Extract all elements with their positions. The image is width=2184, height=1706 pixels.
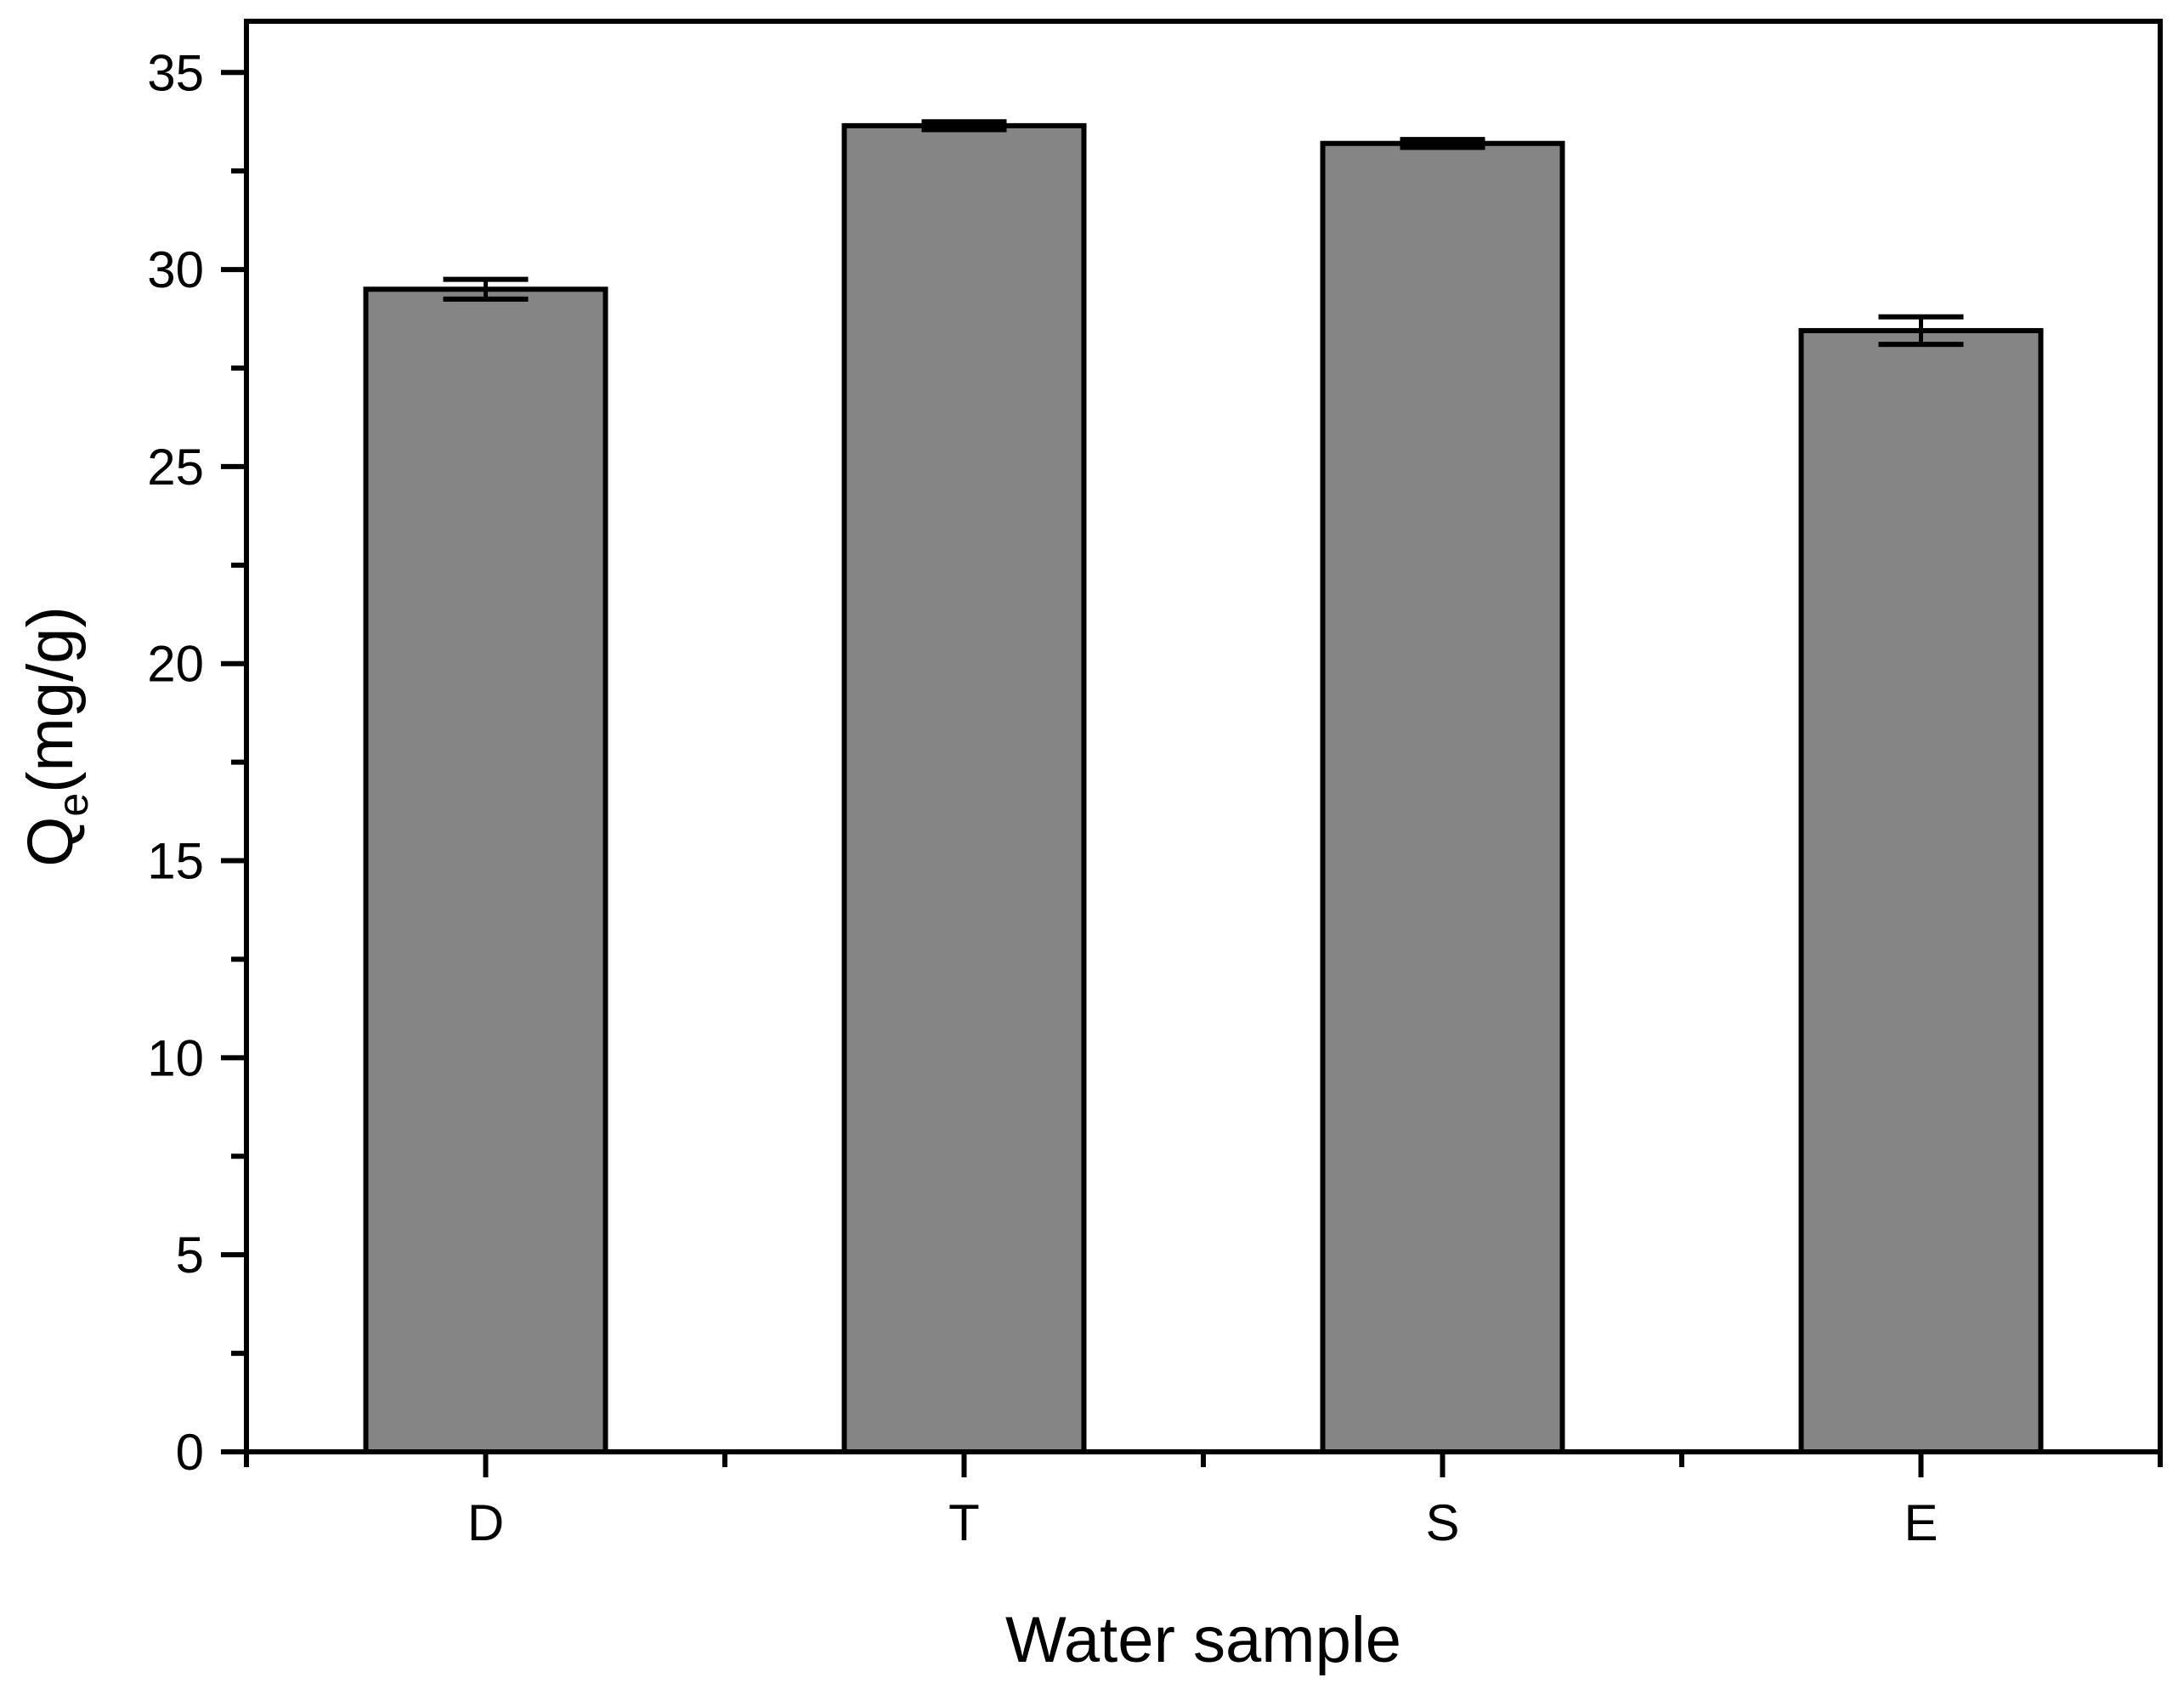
y-tick-label-0: 0 (176, 1424, 204, 1481)
bar-E (1798, 327, 2044, 1454)
y-axis-label-unit: (mg/g) (14, 606, 87, 793)
y-axis-label-sub: e (49, 793, 97, 817)
x-tick-label-E: E (1904, 1494, 1938, 1551)
bar-D (363, 286, 608, 1455)
bars-layer (363, 122, 2044, 1455)
y-tick-label-15: 15 (147, 833, 204, 890)
y-tick-label-25: 25 (147, 439, 204, 496)
y-tick-label-5: 5 (176, 1227, 204, 1284)
x-tick-label-D: D (467, 1494, 504, 1551)
y-axis-label: Qe(mg/g) (14, 606, 97, 867)
error-bars-layer (443, 119, 1964, 348)
bar-T (841, 122, 1087, 1454)
y-tick-label-35: 35 (147, 44, 204, 101)
y-axis-label-main: Q (14, 817, 87, 867)
bar-S (1320, 140, 1565, 1454)
ticks-layer: D T S E 0 5 10 15 20 25 30 35 (147, 44, 2163, 1551)
y-tick-label-30: 30 (147, 241, 204, 298)
x-tick-label-S: S (1425, 1494, 1459, 1551)
x-axis-label: Water sample (1005, 1604, 1401, 1676)
y-tick-label-20: 20 (147, 636, 204, 693)
y-tick-label-10: 10 (147, 1029, 204, 1086)
x-tick-label-T: T (948, 1494, 980, 1551)
